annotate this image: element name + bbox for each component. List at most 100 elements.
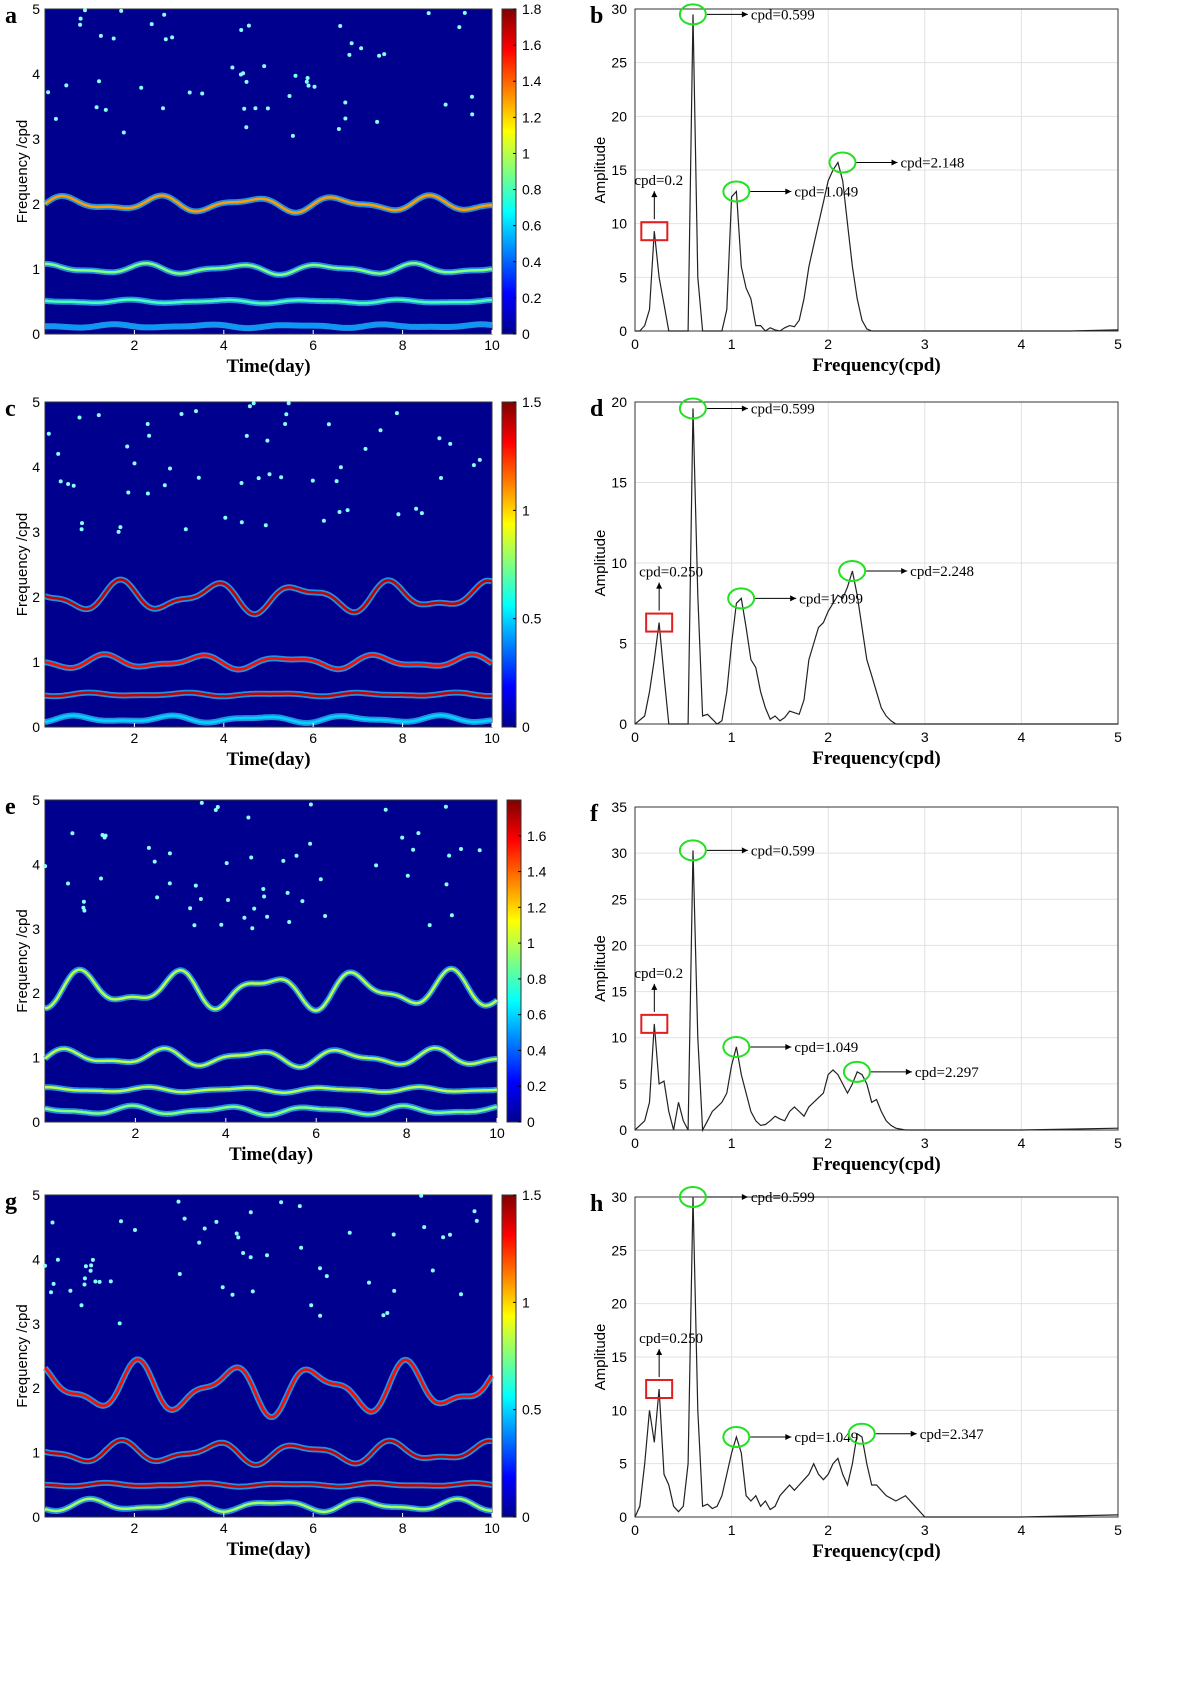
speckle [170, 35, 175, 40]
colorbar-tick-label: 0 [527, 1114, 535, 1130]
peak-box-marker [640, 1013, 669, 1034]
speckle [242, 106, 247, 111]
colorbar-tick-label: 0.8 [522, 182, 542, 198]
ridge-0-5-cpd-band [44, 1481, 493, 1488]
speckle [383, 807, 388, 812]
speckle [66, 881, 70, 886]
speckle [318, 877, 323, 882]
panel-c: c 2 4 6 8 10 0 1 2 3 4 5 Time(day) Frequency /cpd 0 0.5… [5, 394, 542, 770]
speckle [56, 451, 61, 456]
speckle [64, 83, 69, 88]
speckle [146, 845, 151, 850]
y-tick-label: 0 [32, 719, 40, 735]
speckle [51, 1281, 56, 1286]
y-tick-label: 4 [32, 856, 40, 872]
speckle [88, 1268, 93, 1273]
plot-frame [634, 806, 1119, 1131]
peak-circle-marker [727, 587, 756, 610]
y-axis-label: Amplitude [592, 530, 609, 597]
speckle [90, 1257, 95, 1262]
speckle [437, 436, 442, 441]
y-tick-label: 10 [611, 1402, 627, 1418]
peak-circle-marker [722, 1426, 751, 1448]
x-tick-label: 2 [824, 729, 832, 745]
speckle [139, 85, 144, 90]
annotation-text: cpd=1.049 [794, 1040, 858, 1056]
x-tick-label: 2 [131, 730, 139, 746]
speckle [224, 861, 229, 866]
y-axis-label: Frequency /cpd [14, 513, 31, 616]
speckle [448, 1232, 452, 1237]
annotation-text: cpd=0.2 [634, 966, 683, 982]
panel-label: b [590, 3, 603, 29]
plot-frame [634, 401, 1119, 725]
y-axis-label: Amplitude [592, 137, 609, 204]
ridge-2-cpd-band [44, 193, 493, 214]
x-axis-label: Frequency(cpd) [812, 1154, 940, 1175]
peak-circle-marker [678, 1186, 707, 1208]
speckle [200, 91, 205, 96]
peak-circle-marker [838, 560, 867, 583]
speckle [375, 119, 380, 124]
y-tick-label: 5 [619, 1076, 627, 1092]
speckle [167, 851, 172, 856]
heatmap-background [44, 401, 493, 728]
y-tick-label: 3 [32, 1316, 40, 1332]
annotation-text: cpd=0.250 [639, 1331, 703, 1347]
x-tick-label: 2 [131, 337, 139, 353]
y-tick-label: 1 [32, 1445, 40, 1461]
x-axis-label: Time(day) [226, 749, 310, 770]
peak-circle-marker [842, 1060, 871, 1083]
speckle [444, 882, 449, 887]
annotation-text: cpd=2.148 [900, 155, 964, 171]
arrow-head [651, 191, 658, 198]
speckle [400, 835, 405, 840]
speckle [308, 802, 313, 807]
speckle [308, 841, 313, 846]
y-tick-label: 3 [32, 131, 40, 147]
y-tick-label: 15 [611, 1349, 627, 1365]
x-axis-label: Time(day) [226, 356, 310, 377]
speckle [251, 401, 256, 406]
speckle [305, 76, 310, 80]
panel-label: g [5, 1189, 17, 1215]
heatmap-background [44, 8, 493, 335]
speckle [265, 438, 270, 443]
speckle [96, 413, 101, 418]
colorbar-tick-label: 0.5 [522, 611, 542, 627]
speckle [265, 914, 270, 919]
y-tick-label: 4 [32, 66, 40, 82]
speckle [82, 908, 87, 913]
y-tick-label: 5 [32, 792, 40, 808]
speckle [394, 411, 399, 416]
arrow-head [785, 1043, 792, 1050]
x-tick-label: 6 [309, 730, 317, 746]
y-tick-label: 0 [619, 716, 627, 732]
arrow-head [651, 983, 658, 990]
speckle [349, 41, 354, 46]
speckle [241, 1251, 246, 1255]
speckle [326, 422, 331, 427]
colorbar [501, 8, 517, 335]
speckle [80, 521, 84, 526]
speckle [411, 847, 416, 852]
x-tick-label: 0 [631, 336, 639, 352]
speckle [108, 1279, 113, 1284]
speckle [385, 1311, 390, 1315]
speckle [177, 1272, 182, 1276]
annotation-text: cpd=0.599 [751, 843, 815, 859]
speckle [244, 79, 249, 84]
y-axis-label: Frequency /cpd [14, 120, 31, 223]
speckle [470, 94, 474, 99]
speckle [236, 1235, 241, 1240]
annotation-text: cpd=0.599 [751, 7, 815, 23]
colorbar-tick-label: 1 [522, 145, 530, 161]
speckle [215, 805, 220, 809]
speckle [318, 1266, 322, 1271]
speckle [448, 441, 453, 446]
speckle [414, 506, 419, 511]
speckle [396, 512, 401, 517]
annotation-text: cpd=2.347 [920, 1427, 984, 1443]
speckle [66, 482, 71, 486]
peak-box-marker [640, 221, 669, 242]
